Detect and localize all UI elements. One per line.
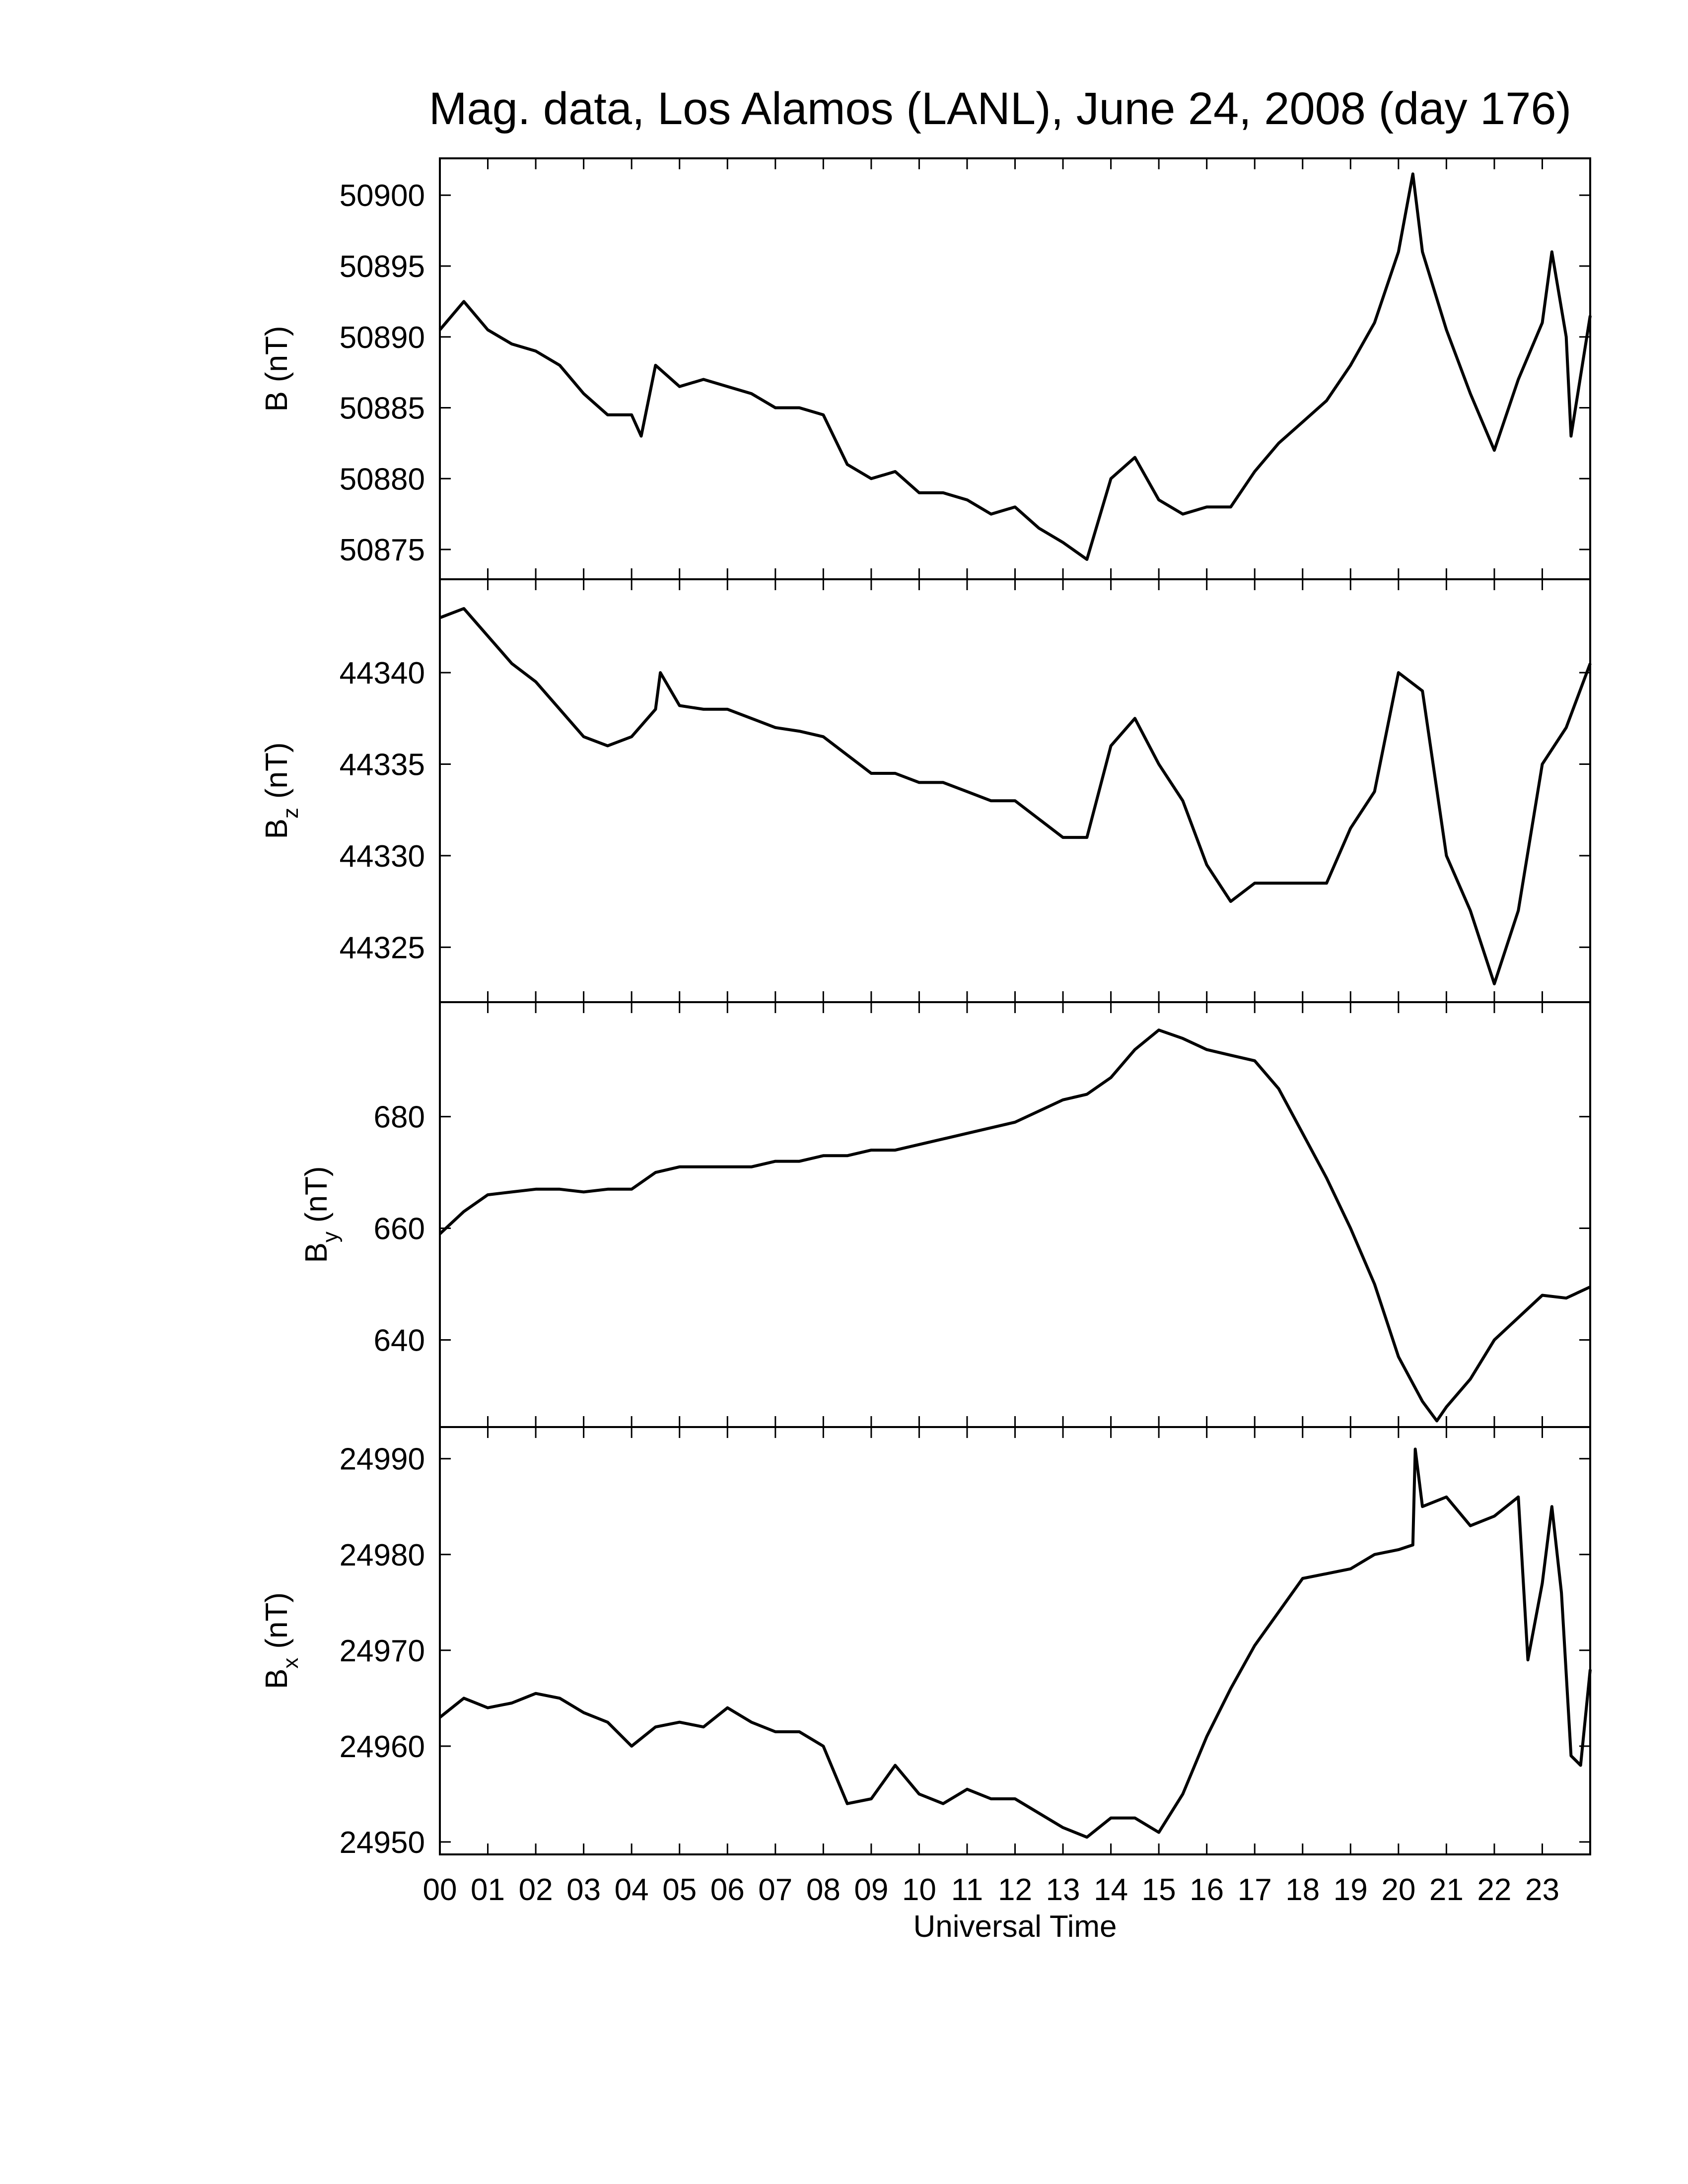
y-tick-label: 50890 bbox=[340, 321, 425, 355]
x-tick-label: 22 bbox=[1477, 1873, 1511, 1907]
x-tick-label: 15 bbox=[1142, 1873, 1176, 1907]
y-axis-label-unit: (nT) bbox=[260, 742, 294, 799]
x-tick-label: 23 bbox=[1525, 1873, 1559, 1907]
x-tick-label: 19 bbox=[1334, 1873, 1368, 1907]
x-tick-label: 13 bbox=[1046, 1873, 1080, 1907]
y-axis-label-main: B bbox=[260, 1669, 294, 1689]
x-tick-label: 04 bbox=[615, 1873, 649, 1907]
data-line bbox=[438, 1028, 1591, 1423]
y-tick-label: 50880 bbox=[340, 462, 425, 496]
y-axis-label-main: B bbox=[299, 1242, 334, 1263]
x-tick-label: 12 bbox=[998, 1873, 1032, 1907]
y-axis-label-main: B bbox=[260, 819, 294, 839]
y-tick-label: 50895 bbox=[340, 250, 425, 284]
x-tick-label: 17 bbox=[1238, 1873, 1272, 1907]
x-tick-label: 08 bbox=[806, 1873, 841, 1907]
y-tick-label: 24960 bbox=[340, 1730, 425, 1764]
data-line bbox=[439, 607, 1592, 986]
y-tick-label: 24950 bbox=[340, 1826, 425, 1860]
x-tick-label: 06 bbox=[710, 1873, 745, 1907]
x-tick-label: 10 bbox=[902, 1873, 936, 1907]
x-tick-label: 09 bbox=[854, 1873, 888, 1907]
y-tick-label: 44340 bbox=[340, 656, 425, 690]
chart-title: Mag. data, Los Alamos (LANL), June 24, 2… bbox=[429, 83, 1571, 134]
y-tick-label: 50900 bbox=[340, 179, 425, 213]
x-tick-label: 05 bbox=[662, 1873, 697, 1907]
y-tick-label: 24980 bbox=[340, 1538, 425, 1572]
y-axis-label: B (nT) bbox=[260, 326, 294, 411]
y-tick-label: 24970 bbox=[340, 1634, 425, 1668]
y-axis-label-sub: z bbox=[279, 808, 303, 819]
y-axis-label: Bz (nT) bbox=[260, 742, 303, 839]
y-tick-label: 640 bbox=[374, 1324, 425, 1358]
plot-frame bbox=[439, 1426, 1591, 1855]
x-tick-label: 21 bbox=[1429, 1873, 1464, 1907]
x-tick-label: 07 bbox=[758, 1873, 792, 1907]
x-axis-label: Universal Time bbox=[914, 1910, 1117, 1944]
x-tick-label: 01 bbox=[471, 1873, 505, 1907]
x-tick-label: 20 bbox=[1381, 1873, 1415, 1907]
x-tick-label: 00 bbox=[423, 1873, 457, 1907]
x-tick-label: 03 bbox=[566, 1873, 601, 1907]
y-tick-label: 660 bbox=[374, 1212, 425, 1246]
y-axis-label-unit: (nT) bbox=[299, 1166, 334, 1223]
y-tick-label: 24990 bbox=[340, 1442, 425, 1477]
x-tick-label: 18 bbox=[1285, 1873, 1320, 1907]
y-tick-label: 44330 bbox=[340, 839, 425, 874]
y-tick-label: 680 bbox=[374, 1100, 425, 1135]
y-axis-label-main: B bbox=[260, 391, 294, 411]
y-tick-label: 50885 bbox=[340, 392, 425, 426]
x-tick-label: 14 bbox=[1094, 1873, 1128, 1907]
x-tick-label: 02 bbox=[519, 1873, 553, 1907]
data-line bbox=[439, 1447, 1592, 1839]
y-axis-label-unit: (nT) bbox=[260, 1592, 294, 1649]
y-tick-label: 44325 bbox=[340, 931, 425, 965]
y-axis-label-sub: y bbox=[318, 1231, 343, 1242]
y-axis-label: By (nT) bbox=[299, 1166, 343, 1263]
y-axis-label-sub: x bbox=[279, 1658, 303, 1669]
y-tick-label: 50875 bbox=[340, 533, 425, 567]
x-tick-label: 11 bbox=[951, 1873, 983, 1907]
x-tick-label: 16 bbox=[1190, 1873, 1224, 1907]
y-axis-label-unit: (nT) bbox=[260, 326, 294, 382]
y-tick-label: 44335 bbox=[340, 748, 425, 782]
y-axis-label: Bx (nT) bbox=[260, 1592, 303, 1689]
data-line bbox=[438, 172, 1592, 561]
